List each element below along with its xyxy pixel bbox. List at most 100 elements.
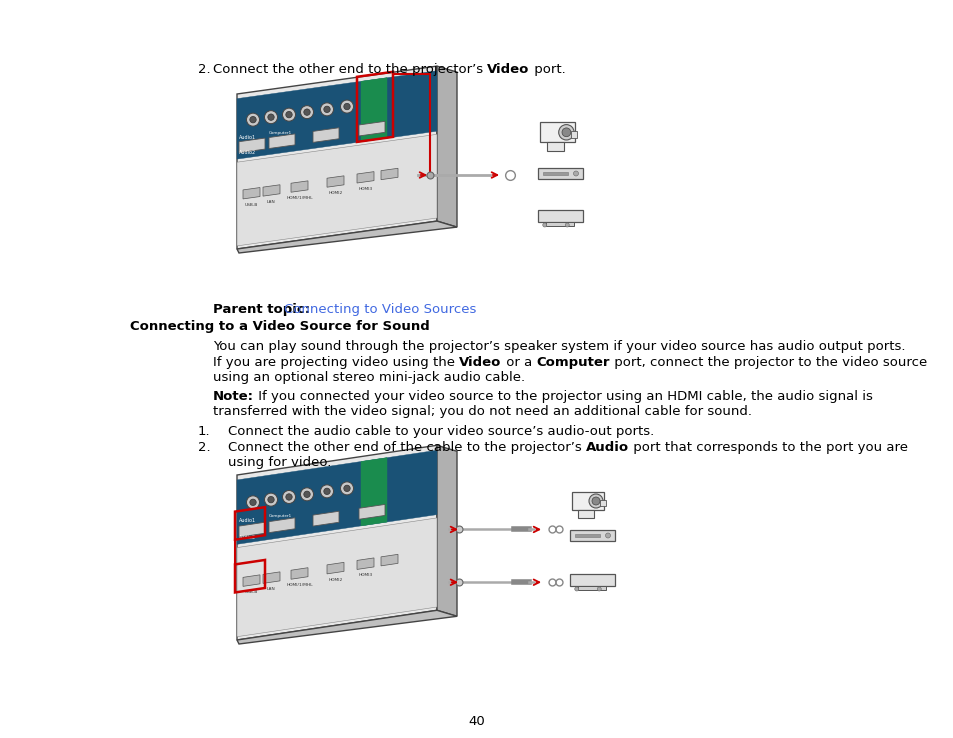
Circle shape xyxy=(605,533,610,538)
Text: HDMI/1/MHL: HDMI/1/MHL xyxy=(286,196,313,200)
Polygon shape xyxy=(380,168,397,179)
Bar xyxy=(545,222,574,226)
Text: Parent topic:: Parent topic: xyxy=(213,303,314,316)
Circle shape xyxy=(250,499,256,506)
Text: USB-B: USB-B xyxy=(245,203,258,207)
Circle shape xyxy=(592,497,599,505)
Polygon shape xyxy=(243,575,260,587)
Polygon shape xyxy=(291,568,308,579)
Circle shape xyxy=(268,497,274,503)
Circle shape xyxy=(250,117,256,123)
Polygon shape xyxy=(263,184,280,196)
Circle shape xyxy=(268,114,274,120)
Polygon shape xyxy=(236,518,436,637)
Polygon shape xyxy=(313,128,338,142)
Text: Note:: Note: xyxy=(213,390,253,403)
Polygon shape xyxy=(380,554,397,566)
Circle shape xyxy=(323,106,330,113)
Circle shape xyxy=(286,111,292,118)
Text: Audio1: Audio1 xyxy=(239,518,255,523)
Polygon shape xyxy=(356,172,374,183)
Circle shape xyxy=(574,587,578,591)
Text: HDMI2: HDMI2 xyxy=(328,191,342,195)
Text: Computer: Computer xyxy=(536,356,609,369)
Circle shape xyxy=(300,106,314,119)
Bar xyxy=(537,210,582,222)
Polygon shape xyxy=(436,66,456,227)
Text: HDMI3: HDMI3 xyxy=(358,573,373,577)
Polygon shape xyxy=(236,445,436,640)
Circle shape xyxy=(264,493,277,506)
Text: transferred with the video signal; you do not need an additional cable for sound: transferred with the video signal; you d… xyxy=(213,405,751,418)
Bar xyxy=(539,123,575,142)
Polygon shape xyxy=(356,558,374,570)
Circle shape xyxy=(300,488,314,501)
Circle shape xyxy=(320,485,334,498)
Circle shape xyxy=(264,111,277,124)
Circle shape xyxy=(343,103,350,110)
Bar xyxy=(570,131,577,138)
Bar xyxy=(569,574,615,586)
Text: port, connect the projector to the video source: port, connect the projector to the video… xyxy=(609,356,926,369)
Circle shape xyxy=(558,125,574,140)
Polygon shape xyxy=(236,610,456,644)
Polygon shape xyxy=(236,66,436,249)
Circle shape xyxy=(282,108,295,121)
Text: Connect the other end to the projector’s: Connect the other end to the projector’s xyxy=(213,63,487,76)
Polygon shape xyxy=(358,121,385,136)
Bar xyxy=(537,168,582,179)
Circle shape xyxy=(588,494,602,508)
Text: Connecting to a Video Source for Sound: Connecting to a Video Source for Sound xyxy=(130,320,429,333)
Polygon shape xyxy=(360,458,387,526)
Circle shape xyxy=(542,223,546,227)
Circle shape xyxy=(340,482,354,495)
Polygon shape xyxy=(327,176,344,187)
Circle shape xyxy=(323,488,330,494)
Polygon shape xyxy=(243,187,260,199)
Circle shape xyxy=(286,494,292,500)
Polygon shape xyxy=(236,450,436,545)
Bar xyxy=(546,142,563,151)
Polygon shape xyxy=(263,572,280,583)
Text: If you are projecting video using the: If you are projecting video using the xyxy=(213,356,458,369)
Text: Connect the other end of the cable to the projector’s: Connect the other end of the cable to th… xyxy=(228,441,585,454)
Text: Audio1: Audio1 xyxy=(239,134,255,139)
Bar xyxy=(578,510,594,518)
Text: USB-B: USB-B xyxy=(245,590,258,594)
Text: HDMI/1/MHL: HDMI/1/MHL xyxy=(286,583,313,587)
Polygon shape xyxy=(236,221,456,253)
Circle shape xyxy=(561,128,570,137)
Circle shape xyxy=(303,109,310,115)
Text: 40: 40 xyxy=(468,715,485,728)
Circle shape xyxy=(246,496,259,508)
Circle shape xyxy=(565,223,569,227)
Circle shape xyxy=(246,113,259,126)
Polygon shape xyxy=(360,77,387,142)
Text: HDMI2: HDMI2 xyxy=(328,578,342,582)
Circle shape xyxy=(343,485,350,492)
Text: port.: port. xyxy=(529,63,565,76)
Polygon shape xyxy=(236,71,436,159)
Text: using for video.: using for video. xyxy=(228,456,331,469)
Polygon shape xyxy=(358,504,385,520)
Bar xyxy=(572,492,603,510)
Circle shape xyxy=(303,491,310,497)
Text: Connecting to Video Sources: Connecting to Video Sources xyxy=(284,303,476,316)
Text: 1.: 1. xyxy=(198,425,211,438)
Bar xyxy=(575,534,599,537)
Polygon shape xyxy=(239,138,265,153)
Text: Connect the audio cable to your video source’s audio-out ports.: Connect the audio cable to your video so… xyxy=(228,425,654,438)
Polygon shape xyxy=(327,562,344,574)
Text: port that corresponds to the port you are: port that corresponds to the port you ar… xyxy=(628,441,907,454)
Text: Audio: Audio xyxy=(585,441,628,454)
Bar xyxy=(599,500,605,506)
Polygon shape xyxy=(236,134,436,246)
Circle shape xyxy=(573,171,578,176)
Text: 2.: 2. xyxy=(198,63,211,76)
Text: Video: Video xyxy=(487,63,529,76)
Text: LAN: LAN xyxy=(267,587,275,591)
Text: Computer1: Computer1 xyxy=(269,514,292,519)
Text: Audio2: Audio2 xyxy=(239,535,255,540)
Text: LAN: LAN xyxy=(267,200,275,204)
Text: or a: or a xyxy=(501,356,536,369)
